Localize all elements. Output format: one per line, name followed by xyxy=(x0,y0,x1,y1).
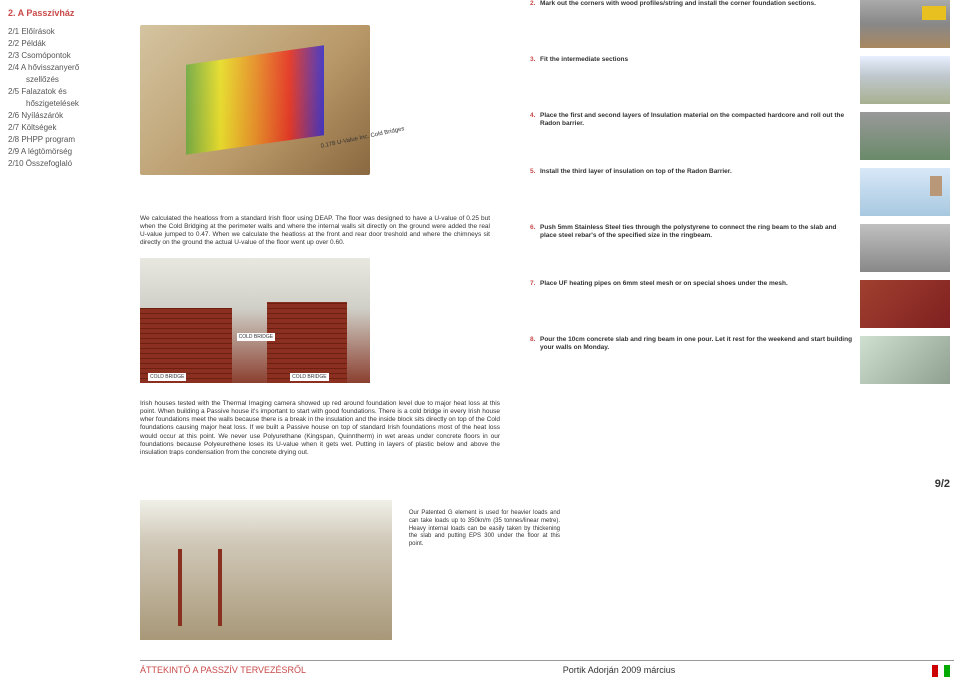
sidebar-list: 2/1 Előírások2/2 Példák2/3 Csomópontok2/… xyxy=(8,26,128,170)
sidebar-item[interactable]: 2/3 Csomópontok xyxy=(8,50,128,62)
sidebar-item[interactable]: 2/4 A hővisszanyerő xyxy=(8,62,128,74)
body-text-2: Irish houses tested with the Thermal Ima… xyxy=(140,400,500,457)
step-thumbnail xyxy=(860,0,950,48)
step-number: 7. xyxy=(530,280,540,328)
body-text-1: We calculated the heatloss from a standa… xyxy=(140,215,490,248)
sidebar-item[interactable]: 2/10 Összefoglaló xyxy=(8,158,128,170)
brick-wall-left xyxy=(140,308,232,383)
foundation-caption: Our Patented G element is used for heavi… xyxy=(409,510,560,549)
hungary-flag-icon xyxy=(932,665,950,677)
coldbridge-label: COLD BRIDGE xyxy=(290,373,328,381)
coldbridge-label: COLD BRIDGE xyxy=(148,373,186,381)
main-content: 0.178 U-Value Inc. Cold Bridges We calcu… xyxy=(140,0,960,653)
step-thumbnail xyxy=(860,112,950,160)
construction-step: 2.Mark out the corners with wood profile… xyxy=(530,0,950,48)
footer-title: ÁTTEKINTŐ A PASSZÍV TERVEZÉSRŐL xyxy=(140,665,306,677)
brick-wall-right xyxy=(267,302,348,383)
step-number: 3. xyxy=(530,56,540,104)
sidebar-item[interactable]: 2/6 Nyílászárók xyxy=(8,110,128,122)
step-number: 8. xyxy=(530,336,540,384)
page-number: 9/2 xyxy=(935,478,950,490)
step-number: 4. xyxy=(530,112,540,160)
footer-author: Portik Adorján 2009 március xyxy=(563,665,676,677)
step-text: Place UF heating pipes on 6mm steel mesh… xyxy=(540,280,860,328)
sidebar-title: 2. A Passzívház xyxy=(8,8,128,18)
step-text: Fit the intermediate sections xyxy=(540,56,860,104)
step-thumbnail xyxy=(860,224,950,272)
sidebar-item[interactable]: 2/7 Költségek xyxy=(8,122,128,134)
sidebar-item[interactable]: 2/8 PHPP program xyxy=(8,134,128,146)
construction-step: 3.Fit the intermediate sections xyxy=(530,56,950,104)
step-text: Push 5mm Stainless Steel ties through th… xyxy=(540,224,860,272)
page-footer: ÁTTEKINTŐ A PASSZÍV TERVEZÉSRŐL Portik A… xyxy=(140,660,954,677)
step-thumbnail xyxy=(860,56,950,104)
construction-step: 4.Place the first and second layers of I… xyxy=(530,112,950,160)
steps-column: 2.Mark out the corners with wood profile… xyxy=(530,0,950,392)
construction-step: 6.Push 5mm Stainless Steel ties through … xyxy=(530,224,950,272)
step-number: 5. xyxy=(530,168,540,216)
foundation-detail-figure: Our Patented G element is used for heavi… xyxy=(140,500,560,640)
step-text: Install the third layer of insulation on… xyxy=(540,168,860,216)
construction-step: 8.Pour the 10cm concrete slab and ring b… xyxy=(530,336,950,384)
step-text: Place the first and second layers of Ins… xyxy=(540,112,860,160)
sidebar-item[interactable]: 2/9 A légtömörség xyxy=(8,146,128,158)
coldbridge-figure: COLD BRIDGE COLD BRIDGE COLD BRIDGE xyxy=(140,258,370,383)
step-thumbnail xyxy=(860,280,950,328)
step-text: Mark out the corners with wood profiles/… xyxy=(540,0,860,48)
thermal-figure-main xyxy=(140,25,370,175)
step-number: 6. xyxy=(530,224,540,272)
step-thumbnail xyxy=(860,168,950,216)
sidebar-item[interactable]: 2/1 Előírások xyxy=(8,26,128,38)
sidebar-item[interactable]: hőszigetelések xyxy=(8,98,128,110)
foundation-3d-render xyxy=(140,500,392,640)
sidebar-item[interactable]: 2/5 Falazatok és xyxy=(8,86,128,98)
sidebar-item[interactable]: szellőzés xyxy=(8,74,128,86)
step-number: 2. xyxy=(530,0,540,48)
coldbridge-label: COLD BRIDGE xyxy=(237,333,275,341)
step-thumbnail xyxy=(860,336,950,384)
construction-step: 7.Place UF heating pipes on 6mm steel me… xyxy=(530,280,950,328)
sidebar-item[interactable]: 2/2 Példák xyxy=(8,38,128,50)
step-text: Pour the 10cm concrete slab and ring bea… xyxy=(540,336,860,384)
sidebar-nav: 2. A Passzívház 2/1 Előírások2/2 Példák2… xyxy=(8,8,128,170)
footer-flag xyxy=(932,665,954,677)
construction-step: 5.Install the third layer of insulation … xyxy=(530,168,950,216)
